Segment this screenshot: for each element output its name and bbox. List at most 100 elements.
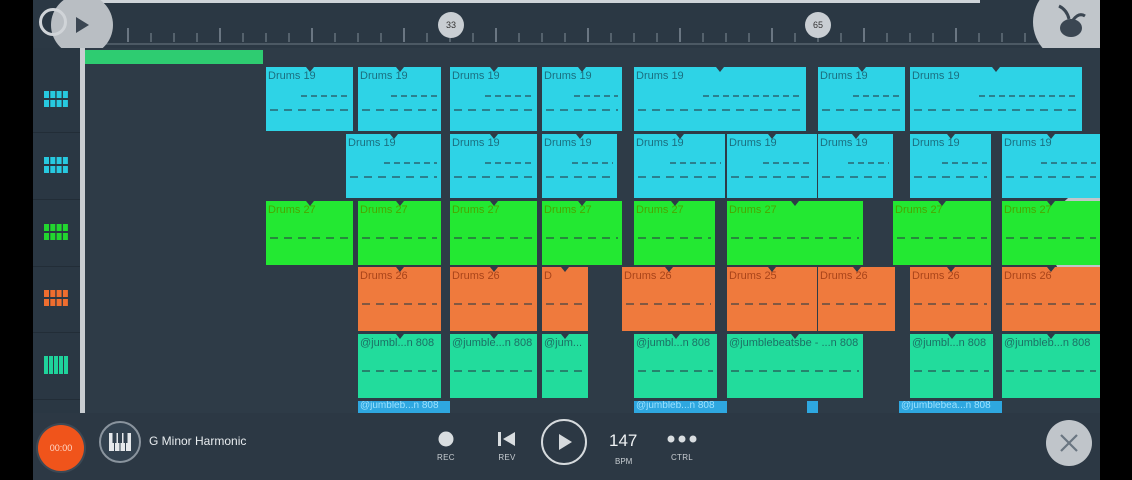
pattern-clip[interactable]: Drums 26 [910, 267, 991, 331]
pattern-clip[interactable]: Drums 19 [358, 67, 441, 131]
pattern-clip[interactable]: Drums 27 [727, 201, 863, 265]
pattern-clip[interactable]: Drums 19 [634, 67, 806, 131]
drum-pads-track-icon[interactable] [43, 89, 69, 109]
piano-track-icon[interactable] [43, 355, 69, 375]
clip-notch [768, 134, 776, 139]
pattern-clip[interactable]: Drums 19 [634, 134, 725, 198]
clip-notes-preview [362, 109, 437, 111]
drum-pads-track-icon[interactable] [43, 222, 69, 242]
clip-notes-preview [572, 162, 613, 164]
pattern-clip[interactable]: Drums 26 [818, 267, 895, 331]
clip-notch [947, 334, 956, 339]
drum-pads-track-icon[interactable] [43, 288, 69, 308]
clip-label: @jumbleb...n 808 [360, 401, 439, 411]
close-button[interactable] [1046, 420, 1092, 466]
pattern-clip[interactable]: Drums 19 [266, 67, 353, 131]
pattern-clip[interactable]: Drums 27 [358, 201, 441, 265]
pattern-clip[interactable]: Drums 19 [818, 67, 905, 131]
play-button[interactable] [541, 419, 587, 465]
clip-notch [395, 334, 404, 339]
pattern-clip[interactable]: Drums 19 [727, 134, 817, 198]
pattern-clip[interactable]: Drums 19 [542, 134, 617, 198]
clip-notes-preview [848, 162, 889, 164]
clip-notch [561, 334, 569, 339]
pattern-clip[interactable]: Drums 19 [910, 134, 991, 198]
pattern-clip[interactable]: Drums 19 [818, 134, 893, 198]
pattern-clip[interactable]: Drums 19 [542, 67, 622, 131]
pattern-clip[interactable]: Drums 25 [727, 267, 817, 331]
track-separator [33, 332, 80, 333]
clip-label: Drums 19 [268, 70, 316, 82]
piano-keyboard-button[interactable] [99, 421, 141, 463]
pattern-clip[interactable]: Drums 27 [1002, 201, 1100, 265]
rev-button[interactable]: REV [497, 431, 517, 462]
pattern-clip[interactable]: @jumbl...n 808 [634, 334, 717, 398]
scale-label[interactable]: G Minor Harmonic [149, 434, 247, 448]
pattern-clip[interactable]: Drums 26 [1002, 267, 1100, 331]
pattern-clip[interactable]: Drums 26 [622, 267, 715, 331]
clip-notes-preview [546, 237, 618, 239]
clip-label: Drums 26 [360, 270, 408, 282]
pattern-clip[interactable]: D [542, 267, 588, 331]
clip-notes-preview [822, 176, 889, 178]
song-progress-bar [93, 0, 980, 3]
pattern-clip[interactable]: @jumbl...n 808 [358, 334, 441, 398]
timeline-ruler[interactable]: 33 65 [33, 0, 1100, 62]
track-separator [33, 399, 80, 400]
clip-label: Drums 19 [912, 137, 960, 149]
clip-label: Drums 19 [452, 137, 500, 149]
pattern-clip[interactable]: @jumblebeatsbe - ...n 808 [727, 334, 863, 398]
clip-label: Drums 27 [360, 204, 408, 216]
record-button[interactable]: 00:00 [38, 425, 84, 471]
clip-notes-preview [1006, 237, 1096, 239]
pattern-clip[interactable]: Drums 27 [542, 201, 622, 265]
pattern-clip[interactable]: Drums 26 [358, 267, 441, 331]
pattern-clip[interactable]: Drums 27 [266, 201, 353, 265]
drum-pads-track-icon[interactable] [43, 155, 69, 175]
pads-grid-icon [44, 290, 68, 306]
track-divider-handle[interactable] [80, 48, 85, 413]
bpm-value[interactable]: 147 [609, 431, 638, 450]
clip-notch [575, 134, 584, 139]
piano-icon [109, 433, 131, 451]
clip-notes-preview [731, 370, 859, 372]
pattern-clip[interactable]: @jumbleb...n 808 [1002, 334, 1100, 398]
pattern-clip[interactable]: Drums 19 [1002, 134, 1100, 198]
pattern-clip[interactable]: @jum... [542, 334, 588, 398]
clip-notes-preview [484, 95, 533, 97]
pattern-clip[interactable]: Drums 19 [450, 67, 537, 131]
ctrl-button[interactable]: CTRL [666, 431, 698, 462]
rec-button[interactable]: REC [437, 431, 455, 462]
clip-notes-preview [914, 109, 1078, 111]
clip-notch [992, 67, 1000, 72]
pattern-clip[interactable]: @jumbleb...n 808 [358, 401, 450, 413]
bar-marker-33[interactable]: 33 [438, 12, 464, 38]
clip-label: Drums 26 [912, 270, 960, 282]
pattern-clip[interactable]: Drums 27 [450, 201, 537, 265]
play-position-button[interactable] [39, 0, 113, 56]
pattern-clip[interactable] [807, 401, 818, 413]
clip-notes-preview [1006, 370, 1096, 372]
pattern-clip[interactable]: Drums 27 [634, 201, 715, 265]
bar-marker-65[interactable]: 65 [805, 12, 831, 38]
pattern-clip[interactable]: @jumblebea...n 808 [899, 401, 1002, 413]
pattern-clip[interactable]: @jumbleb...n 808 [634, 401, 727, 413]
clip-notes-preview [1006, 176, 1096, 178]
clip-label: @jumblebea...n 808 [901, 401, 991, 411]
pattern-clip[interactable]: Drums 26 [450, 267, 537, 331]
clip-notes-preview [626, 303, 711, 305]
clip-notes-preview [763, 162, 813, 164]
pattern-clip[interactable]: Drums 19 [910, 67, 1082, 131]
pattern-clip[interactable]: Drums 19 [450, 134, 537, 198]
clip-notes-preview [731, 176, 813, 178]
clip-label: Drums 27 [268, 204, 316, 216]
loop-region-bar[interactable] [85, 50, 263, 64]
clip-notch [664, 267, 673, 272]
pattern-clip[interactable]: Drums 27 [893, 201, 991, 265]
pattern-clip[interactable]: @jumble...n 808 [450, 334, 537, 398]
clip-notch [852, 267, 861, 272]
ctrl-label: CTRL [670, 453, 694, 462]
pattern-clip[interactable]: Drums 19 [346, 134, 441, 198]
pattern-clip[interactable]: @jumbl...n 808 [910, 334, 993, 398]
clip-label: Drums 26 [820, 270, 868, 282]
